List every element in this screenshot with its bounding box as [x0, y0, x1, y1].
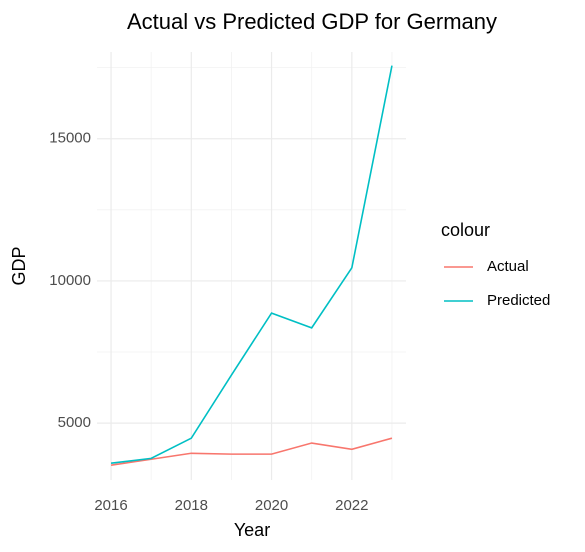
y-tick-label: 15000: [49, 130, 91, 147]
legend-label: Actual: [487, 258, 529, 275]
y-axis-label: GDP: [9, 246, 29, 285]
series-line: [110, 65, 393, 465]
legend-title: colour: [441, 220, 490, 240]
x-tick-label: 2016: [94, 497, 127, 514]
chart-title: Actual vs Predicted GDP for Germany: [127, 9, 497, 34]
legend-label: Predicted: [487, 292, 550, 309]
x-tick-label: 2022: [335, 497, 368, 514]
x-axis-label: Year: [234, 520, 270, 540]
x-tick-label: 2020: [255, 497, 288, 514]
y-tick-label: 10000: [49, 272, 91, 289]
y-tick-label: 5000: [58, 414, 91, 431]
x-tick-label: 2018: [175, 497, 208, 514]
series-line: [110, 437, 393, 467]
